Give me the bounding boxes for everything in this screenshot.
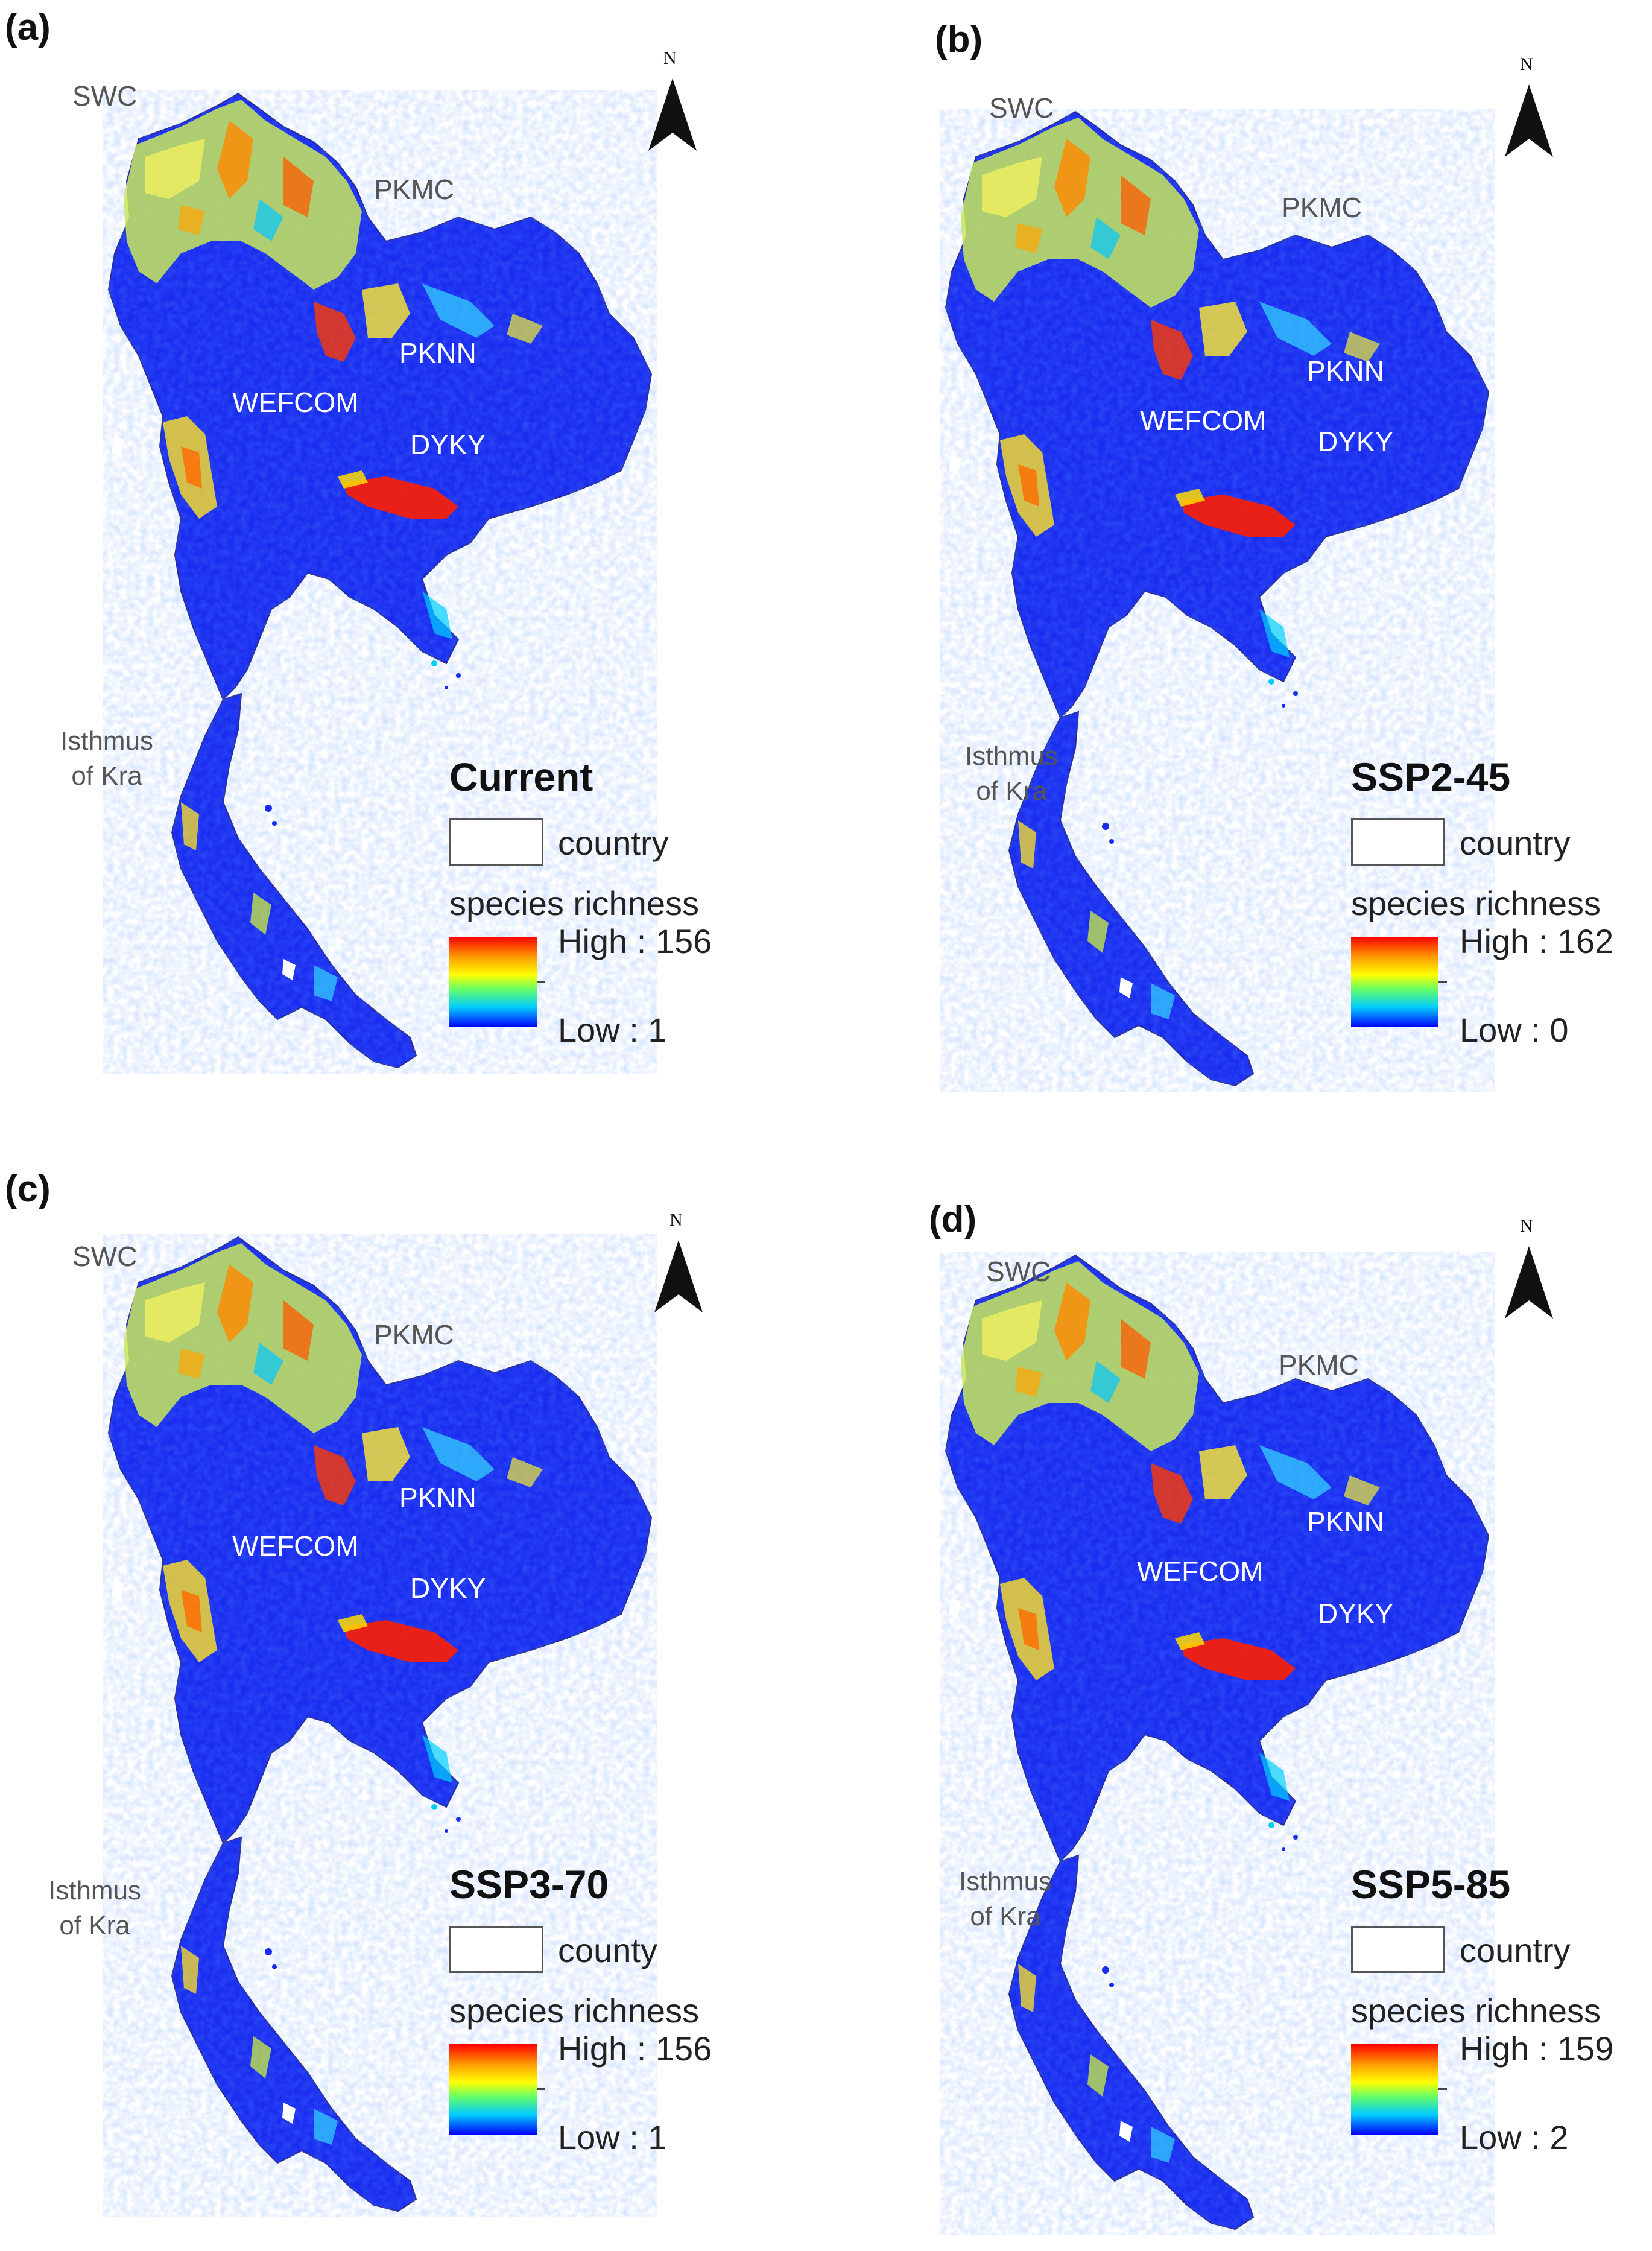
legend-country-label: country xyxy=(558,824,669,862)
region-label-pkmc: PKMC xyxy=(374,174,454,205)
legend-high-label: High : 159 xyxy=(1460,2030,1614,2068)
legend-ramp-tick xyxy=(537,981,545,983)
legend-country-swatch xyxy=(449,1926,543,1973)
legend-low-label: Low : 2 xyxy=(1460,2118,1569,2156)
region-label-isthmus: Isthmus of Kra xyxy=(965,741,1059,806)
region-label-dyky: DYKY xyxy=(410,429,486,460)
region-label-isthmus: Isthmus of Kra xyxy=(60,726,154,791)
region-label-pkmc: PKMC xyxy=(1282,192,1362,223)
legend-high-label: High : 156 xyxy=(558,922,712,960)
legend-title: SSP5-85 xyxy=(1351,1862,1511,1907)
legend-low-label: Low : 1 xyxy=(558,1011,667,1049)
legend-color-ramp xyxy=(449,2044,537,2135)
legend-country-label: country xyxy=(1460,824,1571,862)
panel-d: (d) SWC PKMC PKNN WEFCOM DYKY Isthmus of… xyxy=(826,1126,1652,2251)
region-label-pknn: PKNN xyxy=(1307,355,1384,387)
north-label: N xyxy=(1520,1216,1533,1236)
legend-title: SSP3-70 xyxy=(449,1862,609,1907)
legend-richness-label: species richness xyxy=(1351,884,1601,922)
region-label-pkmc: PKMC xyxy=(374,1319,454,1350)
legend-country-swatch xyxy=(449,818,543,866)
legend-richness-label: species richness xyxy=(449,1992,699,2030)
region-label-isthmus: Isthmus of Kra xyxy=(959,1867,1052,1931)
legend-country-label: county xyxy=(558,1931,657,1969)
region-label-pkmc: PKMC xyxy=(1279,1349,1359,1381)
north-arrow-icon xyxy=(1505,1246,1553,1319)
legend-country-swatch xyxy=(1351,1926,1445,1973)
legend-high-label: High : 162 xyxy=(1460,922,1614,960)
legend-color-ramp xyxy=(1351,2044,1438,2135)
panel-b: (b) SWC PKMC PKNN WEFCOM DYKY Isthmus of… xyxy=(826,0,1652,1126)
legend-title: SSP2-45 xyxy=(1351,755,1511,799)
legend-country-label: country xyxy=(1460,1931,1571,1969)
region-label-wefcom: WEFCOM xyxy=(232,387,359,418)
panel-letter: (d) xyxy=(929,1198,977,1240)
legend-high-label: High : 156 xyxy=(558,2030,712,2068)
region-label-isthmus: Isthmus of Kra xyxy=(48,1876,142,1940)
region-label-dyky: DYKY xyxy=(1318,1598,1394,1629)
north-arrow-icon xyxy=(654,1240,703,1312)
region-label-dyky: DYKY xyxy=(1318,426,1394,457)
north-label: N xyxy=(663,48,677,68)
legend-ramp-tick xyxy=(537,2088,545,2090)
legend-title: Current xyxy=(449,755,593,799)
legend-country-swatch xyxy=(1351,818,1445,866)
legend-low-label: Low : 0 xyxy=(1460,1011,1569,1049)
region-label-wefcom: WEFCOM xyxy=(1137,1556,1264,1587)
panel-letter: (c) xyxy=(5,1168,51,1210)
legend-low-label: Low : 1 xyxy=(558,2118,667,2156)
region-label-wefcom: WEFCOM xyxy=(232,1530,359,1562)
region-label-swc: SWC xyxy=(986,1256,1051,1287)
panel-c: (c) SWC PKMC PKNN WEFCOM DYKY Isthmus of… xyxy=(0,1126,826,2251)
legend-richness-label: species richness xyxy=(449,884,699,922)
legend-richness-label: species richness xyxy=(1351,1992,1601,2030)
legend-color-ramp xyxy=(449,937,537,1027)
region-label-swc: SWC xyxy=(989,92,1054,124)
region-label-pknn: PKNN xyxy=(1307,1506,1384,1537)
panel-letter: (b) xyxy=(935,19,983,60)
region-label-pknn: PKNN xyxy=(399,1482,476,1513)
region-label-dyky: DYKY xyxy=(410,1572,486,1604)
north-arrow-icon xyxy=(648,78,697,151)
region-label-swc: SWC xyxy=(72,80,138,112)
north-label: N xyxy=(1520,54,1533,74)
legend-ramp-tick xyxy=(1438,2088,1447,2090)
north-label: N xyxy=(669,1210,683,1230)
region-label-pknn: PKNN xyxy=(399,337,476,369)
panel-letter: (a) xyxy=(5,7,51,48)
north-arrow-icon xyxy=(1505,84,1553,157)
region-label-wefcom: WEFCOM xyxy=(1140,405,1267,436)
panel-a: (a) SWC PKMC PKNN WEFCOM DYKY Isthmus of… xyxy=(0,0,826,1126)
legend-color-ramp xyxy=(1351,937,1438,1027)
legend-ramp-tick xyxy=(1438,981,1447,983)
region-label-swc: SWC xyxy=(72,1241,138,1272)
